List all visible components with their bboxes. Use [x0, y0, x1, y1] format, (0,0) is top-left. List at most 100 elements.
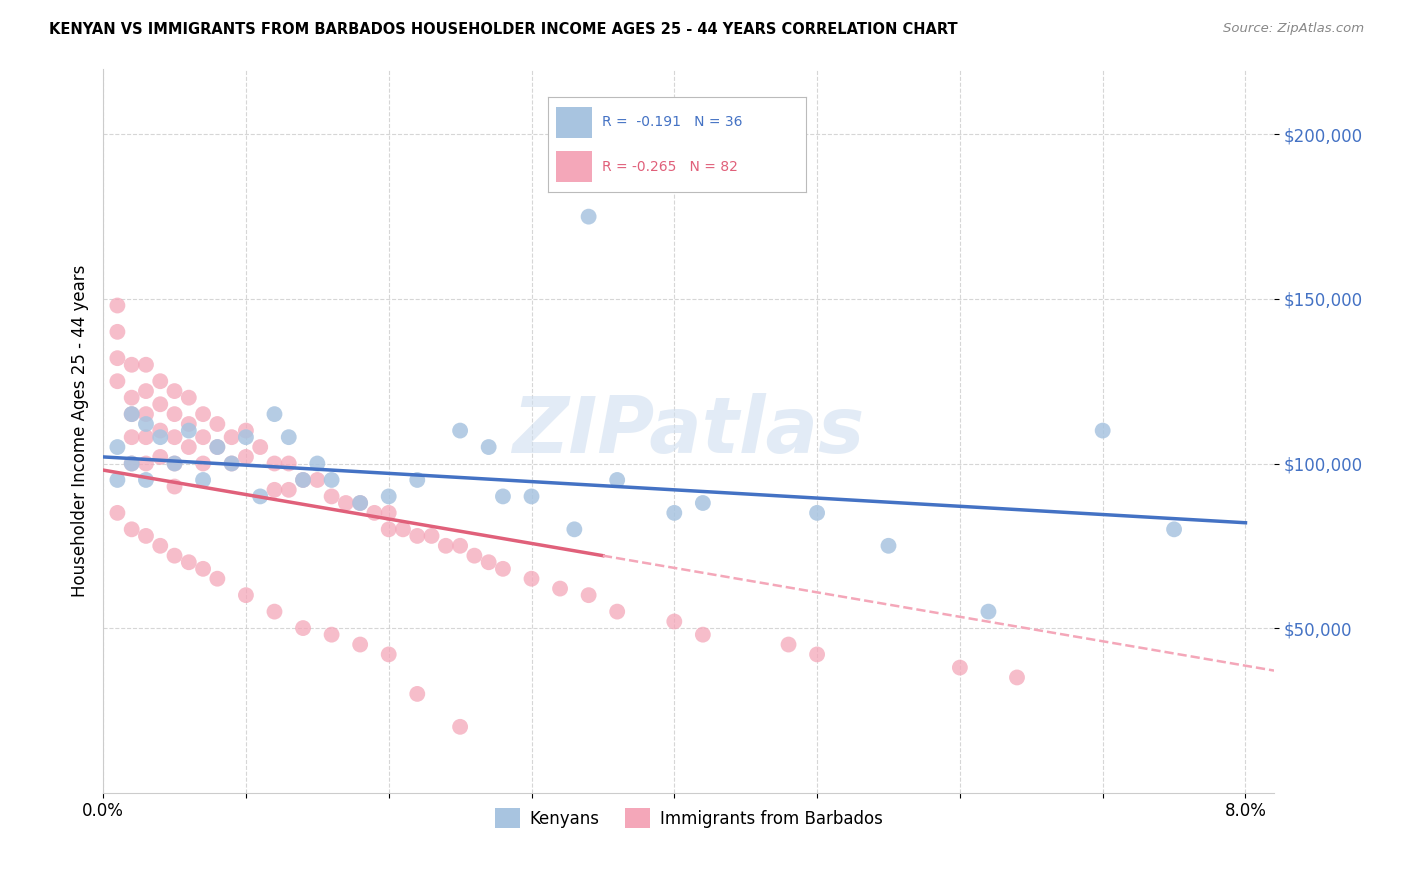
- Point: [263, 457, 285, 471]
- Point: [664, 615, 686, 629]
- Point: [292, 473, 315, 487]
- Point: [207, 572, 229, 586]
- Point: [578, 210, 600, 224]
- Point: [191, 407, 214, 421]
- Point: [321, 490, 343, 504]
- Point: [191, 562, 214, 576]
- Point: [263, 605, 285, 619]
- Point: [135, 430, 157, 444]
- Point: [307, 473, 329, 487]
- Point: [177, 555, 200, 569]
- Point: [321, 473, 343, 487]
- Point: [221, 430, 243, 444]
- Point: [207, 440, 229, 454]
- Point: [778, 638, 800, 652]
- Point: [121, 407, 143, 421]
- Point: [321, 628, 343, 642]
- Point: [121, 457, 143, 471]
- Point: [149, 450, 172, 464]
- Point: [121, 430, 143, 444]
- Point: [107, 325, 129, 339]
- Point: [163, 430, 186, 444]
- Point: [121, 358, 143, 372]
- Point: [664, 506, 686, 520]
- Point: [806, 506, 828, 520]
- Point: [163, 384, 186, 398]
- Text: KENYAN VS IMMIGRANTS FROM BARBADOS HOUSEHOLDER INCOME AGES 25 - 44 YEARS CORRELA: KENYAN VS IMMIGRANTS FROM BARBADOS HOUSE…: [49, 22, 957, 37]
- Point: [449, 424, 471, 438]
- Point: [277, 483, 299, 497]
- Point: [177, 391, 200, 405]
- Text: Source: ZipAtlas.com: Source: ZipAtlas.com: [1223, 22, 1364, 36]
- Point: [149, 397, 172, 411]
- Point: [107, 506, 129, 520]
- Point: [207, 440, 229, 454]
- Point: [235, 430, 257, 444]
- Point: [449, 539, 471, 553]
- Point: [135, 358, 157, 372]
- Point: [692, 628, 714, 642]
- Point: [107, 351, 129, 366]
- Point: [562, 522, 585, 536]
- Point: [434, 539, 457, 553]
- Point: [149, 374, 172, 388]
- Point: [806, 648, 828, 662]
- Point: [135, 384, 157, 398]
- Point: [191, 457, 214, 471]
- Point: [277, 430, 299, 444]
- Point: [177, 440, 200, 454]
- Point: [191, 473, 214, 487]
- Point: [449, 720, 471, 734]
- Point: [107, 440, 129, 454]
- Point: [263, 407, 285, 421]
- Point: [349, 496, 371, 510]
- Point: [107, 473, 129, 487]
- Point: [877, 539, 900, 553]
- Point: [163, 457, 186, 471]
- Point: [492, 562, 515, 576]
- Point: [149, 430, 172, 444]
- Legend: Kenyans, Immigrants from Barbados: Kenyans, Immigrants from Barbados: [488, 801, 889, 835]
- Point: [406, 687, 429, 701]
- Point: [292, 473, 315, 487]
- Point: [149, 424, 172, 438]
- Point: [135, 473, 157, 487]
- Point: [478, 555, 501, 569]
- Point: [163, 457, 186, 471]
- Point: [520, 572, 543, 586]
- Point: [949, 660, 972, 674]
- Point: [149, 539, 172, 553]
- Point: [107, 374, 129, 388]
- Point: [977, 605, 1000, 619]
- Point: [1005, 670, 1028, 684]
- Point: [606, 473, 628, 487]
- Point: [377, 522, 399, 536]
- Point: [406, 473, 429, 487]
- Point: [235, 424, 257, 438]
- Point: [135, 407, 157, 421]
- Point: [135, 529, 157, 543]
- Point: [335, 496, 357, 510]
- Point: [463, 549, 485, 563]
- Point: [235, 450, 257, 464]
- Point: [221, 457, 243, 471]
- Point: [292, 621, 315, 635]
- Point: [121, 522, 143, 536]
- Point: [492, 490, 515, 504]
- Text: ZIPatlas: ZIPatlas: [512, 392, 865, 468]
- Point: [135, 417, 157, 431]
- Point: [377, 506, 399, 520]
- Point: [478, 440, 501, 454]
- Point: [377, 490, 399, 504]
- Point: [277, 457, 299, 471]
- Point: [307, 457, 329, 471]
- Point: [107, 298, 129, 312]
- Point: [121, 407, 143, 421]
- Y-axis label: Householder Income Ages 25 - 44 years: Householder Income Ages 25 - 44 years: [72, 264, 89, 597]
- Point: [163, 549, 186, 563]
- Point: [177, 417, 200, 431]
- Point: [1091, 424, 1114, 438]
- Point: [249, 490, 271, 504]
- Point: [177, 424, 200, 438]
- Point: [349, 638, 371, 652]
